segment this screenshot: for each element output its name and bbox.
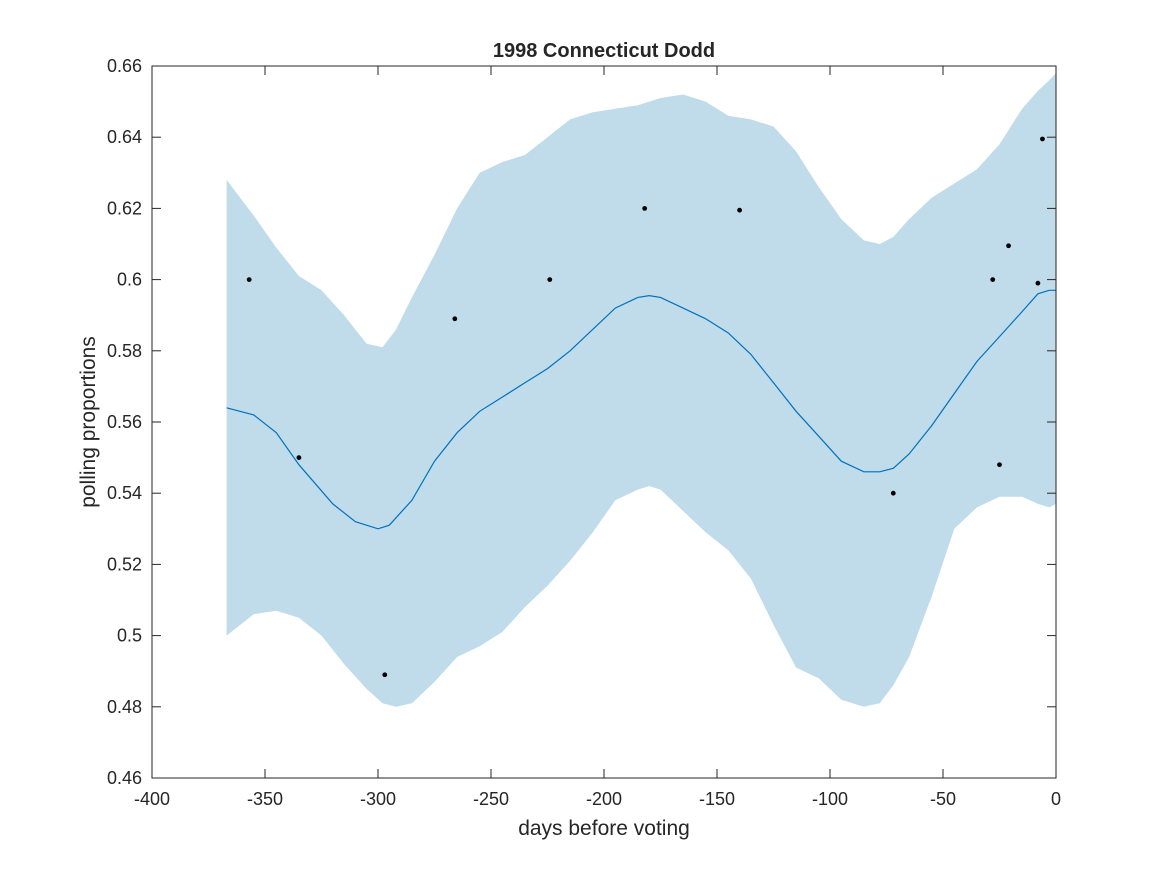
- x-tick-label: -300: [360, 789, 396, 809]
- y-tick-label: 0.5: [117, 626, 142, 646]
- data-point: [547, 277, 553, 282]
- y-tick-label: 0.64: [107, 127, 142, 147]
- y-tick-label: 0.46: [107, 768, 142, 788]
- y-tick-label: 0.62: [107, 198, 142, 218]
- data-point: [1006, 243, 1011, 249]
- data-point: [296, 455, 302, 460]
- x-tick-label: -50: [930, 789, 956, 809]
- y-tick-label: 0.6: [117, 270, 142, 290]
- y-tick-label: 0.54: [107, 483, 142, 503]
- x-tick-label: -100: [812, 789, 848, 809]
- x-tick-label: -400: [134, 789, 170, 809]
- data-point: [452, 316, 458, 322]
- y-axis-ticks: 0.46 0.48 0.5 0.52 0.54 0.56 0.58 0.6 0.62 0.64 0.…: [107, 56, 1056, 788]
- y-tick-label: 0.52: [107, 554, 142, 574]
- data-point: [246, 277, 252, 282]
- data-point: [642, 206, 648, 211]
- x-axis-label: days before voting: [518, 817, 690, 840]
- x-tick-label: 0: [1051, 789, 1061, 809]
- data-points: [246, 136, 1045, 678]
- y-axis-label: polling proportions: [77, 336, 100, 508]
- confidence-band: [226, 73, 1057, 707]
- x-axis-ticks: -400 -350 -300 -250 -200 -150 -100 -50 0: [134, 66, 1061, 809]
- x-tick-label: -350: [247, 789, 283, 809]
- plot-area: [226, 73, 1057, 707]
- data-point: [737, 207, 742, 213]
- data-point: [382, 672, 388, 678]
- x-tick-label: -150: [699, 789, 735, 809]
- data-point: [890, 490, 896, 496]
- x-tick-label: -250: [473, 789, 509, 809]
- data-point: [990, 277, 996, 282]
- data-point: [997, 462, 1002, 468]
- y-tick-label: 0.48: [107, 697, 142, 717]
- chart-title: 1998 Connecticut Dodd: [493, 40, 715, 62]
- mean-line: [226, 289, 1056, 530]
- y-tick-label: 0.66: [107, 56, 142, 76]
- x-tick-label: -200: [586, 789, 622, 809]
- data-point: [1040, 136, 1045, 142]
- y-tick-label: 0.58: [107, 341, 142, 361]
- y-tick-label: 0.56: [107, 412, 142, 432]
- data-point: [1035, 280, 1041, 286]
